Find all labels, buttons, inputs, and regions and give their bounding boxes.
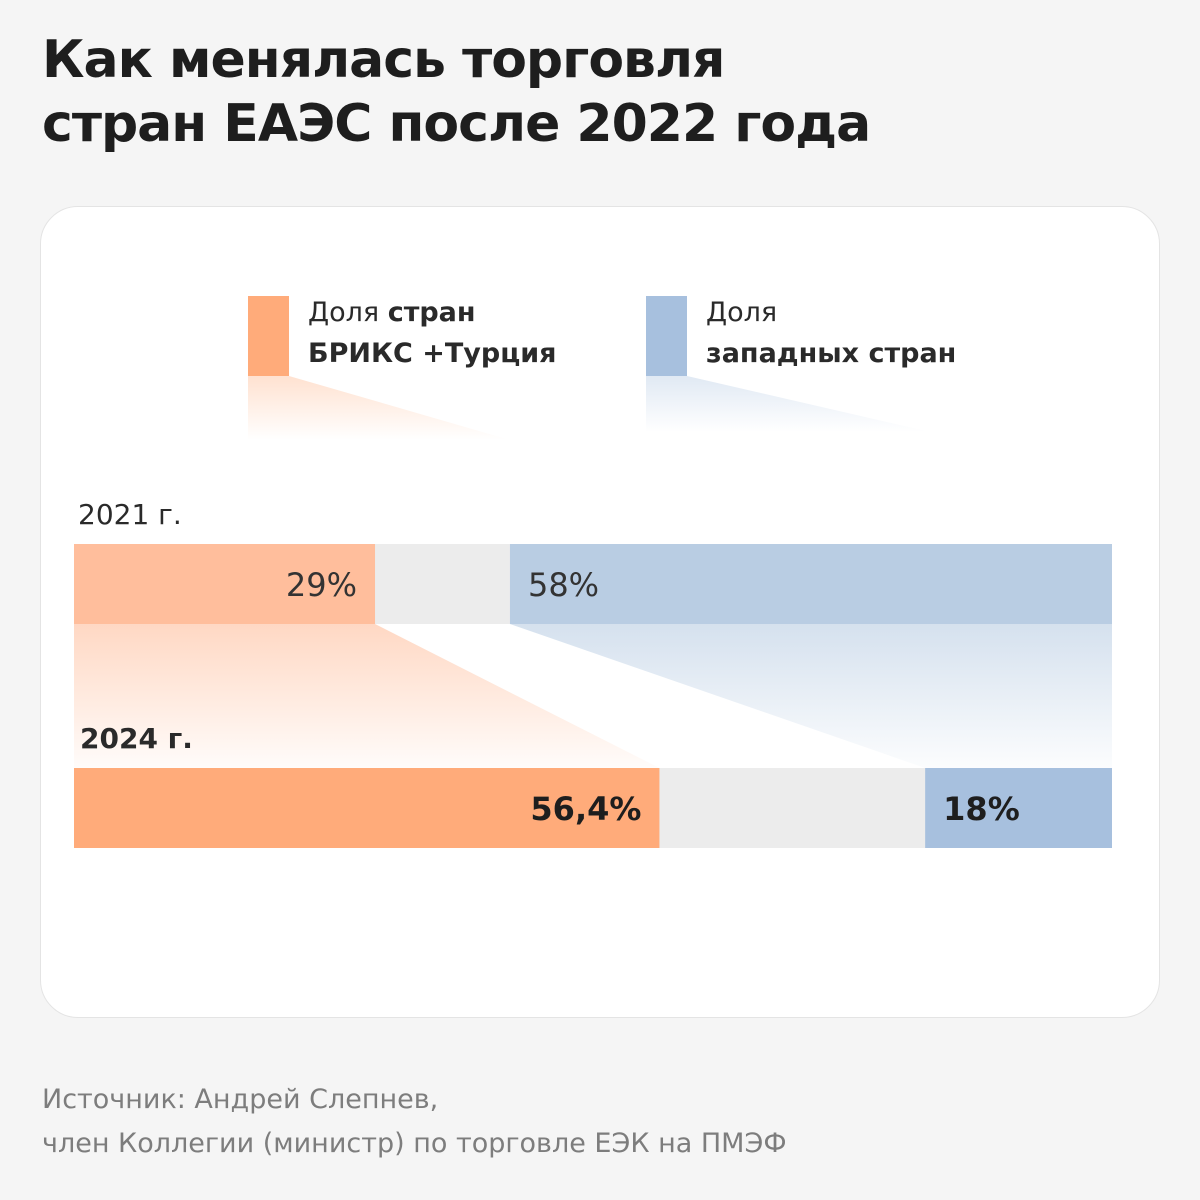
connector-west (509, 624, 1113, 768)
value-label-brics-2024: 56,4% (530, 790, 641, 828)
legend-brics-swatch (248, 296, 289, 376)
connector-brics (74, 624, 660, 768)
legend-west-line1: Доля (706, 297, 778, 328)
legend-west-line2: западных стран (706, 338, 957, 369)
legend-brics-label: Доля стран БРИКС +Турция (308, 292, 556, 374)
source-note: Источник: Андрей Слепнев, член Коллегии … (42, 1078, 787, 1166)
page-title: Как менялась торговля стран ЕАЭС после 2… (42, 28, 871, 156)
value-label-brics-2021: 29% (286, 566, 357, 604)
legend-west-swatch (646, 296, 687, 376)
value-label-west-2021: 58% (528, 566, 599, 604)
bar-brics-2024 (74, 768, 660, 848)
legend-west-shadow (646, 376, 930, 432)
legend-west-label: Доля западных стран (706, 292, 956, 374)
year-label-2024: 2024 г. (80, 722, 193, 755)
bar-brics-2021 (74, 544, 376, 624)
title-line-1: Как менялась торговля (42, 30, 725, 90)
title-line-2: стран ЕАЭС после 2022 года (42, 94, 871, 154)
source-line-1: Источник: Андрей Слепнев, (42, 1084, 439, 1115)
bar-west-2021 (509, 544, 1113, 624)
legend-brics-line2: БРИКС +Турция (308, 338, 557, 369)
year-label-2021: 2021 г. (78, 498, 182, 531)
source-line-2: член Коллегии (министр) по торговле ЕЭК … (42, 1128, 787, 1159)
legend-brics-line1b: стран (387, 297, 476, 328)
bars-group: 29% 58% 56,4% 18% (74, 544, 1113, 848)
legend-brics-shadow (248, 376, 510, 440)
value-label-west-2024: 18% (943, 790, 1020, 828)
legend-brics-line1a: Доля (308, 297, 388, 328)
bar-west-2024 (925, 768, 1112, 848)
